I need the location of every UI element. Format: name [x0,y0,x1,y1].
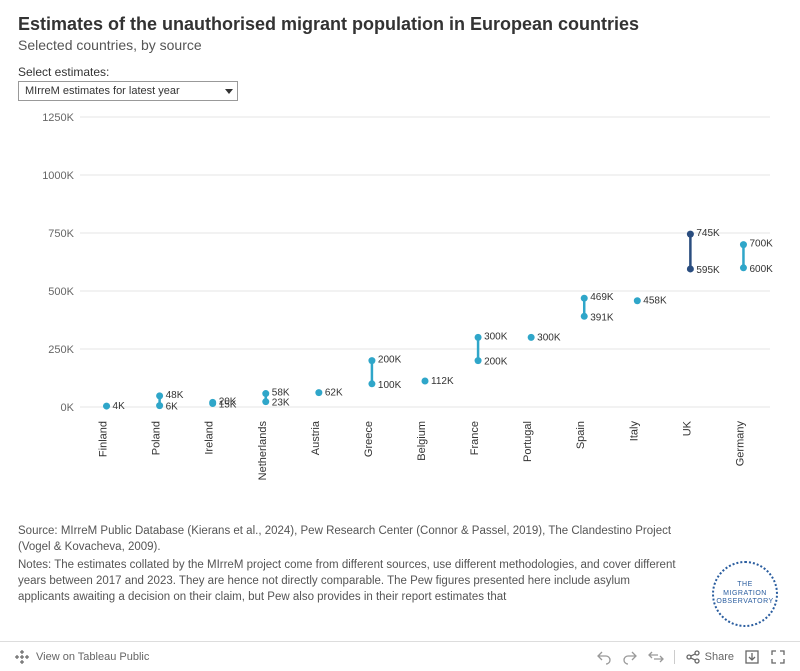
x-axis-label: Belgium [416,421,428,461]
svg-text:48K: 48K [166,390,184,401]
svg-text:4K: 4K [113,401,126,412]
notes-line: Notes: The estimates collated by the MIr… [18,557,682,605]
x-axis-label: Austria [310,420,322,455]
x-axis-label: Greece [363,421,375,457]
svg-text:58K: 58K [272,388,290,399]
svg-text:595K: 595K [696,265,720,276]
svg-text:250K: 250K [48,344,74,356]
svg-text:200K: 200K [484,357,508,368]
svg-text:745K: 745K [696,228,720,239]
tableau-logo-icon [14,649,30,665]
svg-text:23K: 23K [272,398,290,409]
svg-text:20K: 20K [219,396,237,407]
redo-icon[interactable] [622,649,638,665]
source-line: Source: MIrreM Public Database (Kierans … [18,523,682,555]
view-on-tableau-label: View on Tableau Public [36,651,149,663]
svg-text:1250K: 1250K [42,112,74,124]
svg-text:1000K: 1000K [42,170,74,182]
x-axis-label: Poland [151,421,163,455]
source-notes: Source: MIrreM Public Database (Kierans … [18,523,782,605]
svg-text:112K: 112K [431,376,454,387]
svg-text:200K: 200K [378,355,402,366]
svg-text:62K: 62K [325,388,343,399]
chevron-down-icon [225,89,233,94]
svg-text:6K: 6K [166,402,179,413]
svg-text:300K: 300K [484,331,508,342]
x-axis-label: Finland [98,421,110,457]
x-axis-label: Portugal [522,421,534,462]
selector-value: MIrreM estimates for latest year [25,85,180,97]
svg-text:391K: 391K [590,312,614,323]
download-icon[interactable] [744,649,760,665]
selector-label: Select estimates: [18,65,782,79]
svg-text:600K: 600K [749,264,773,275]
view-on-tableau-link[interactable]: View on Tableau Public [14,649,149,665]
svg-text:750K: 750K [48,228,74,240]
footer-divider [674,650,675,664]
svg-text:700K: 700K [749,239,773,250]
share-label: Share [705,651,734,663]
x-axis-label: Ireland [204,421,216,455]
chart-subtitle: Selected countries, by source [18,37,782,53]
x-axis-label: Italy [628,421,640,442]
chart-title: Estimates of the unauthorised migrant po… [18,14,782,35]
x-axis-label: Netherlands [257,421,269,481]
range-dot-chart: 0K250K500K750K1000K1250KFinland4KPoland6… [18,109,778,519]
svg-text:100K: 100K [378,380,402,391]
svg-text:469K: 469K [590,292,614,303]
x-axis-label: Germany [734,421,746,467]
x-axis-label: Spain [575,421,587,449]
migration-observatory-logo: THE MIGRATION OBSERVATORY [712,561,778,627]
svg-text:300K: 300K [537,332,561,343]
x-axis-label: France [469,421,481,455]
reset-icon[interactable] [648,649,664,665]
fullscreen-icon[interactable] [770,649,786,665]
svg-text:500K: 500K [48,286,74,298]
svg-text:0K: 0K [61,402,75,414]
svg-text:458K: 458K [643,296,667,307]
estimates-selector[interactable]: MIrreM estimates for latest year [18,81,238,101]
undo-icon[interactable] [596,649,612,665]
share-icon [685,649,701,665]
tableau-footer: View on Tableau Public Share [0,641,800,671]
x-axis-label: UK [681,420,693,436]
share-button[interactable]: Share [685,649,734,665]
